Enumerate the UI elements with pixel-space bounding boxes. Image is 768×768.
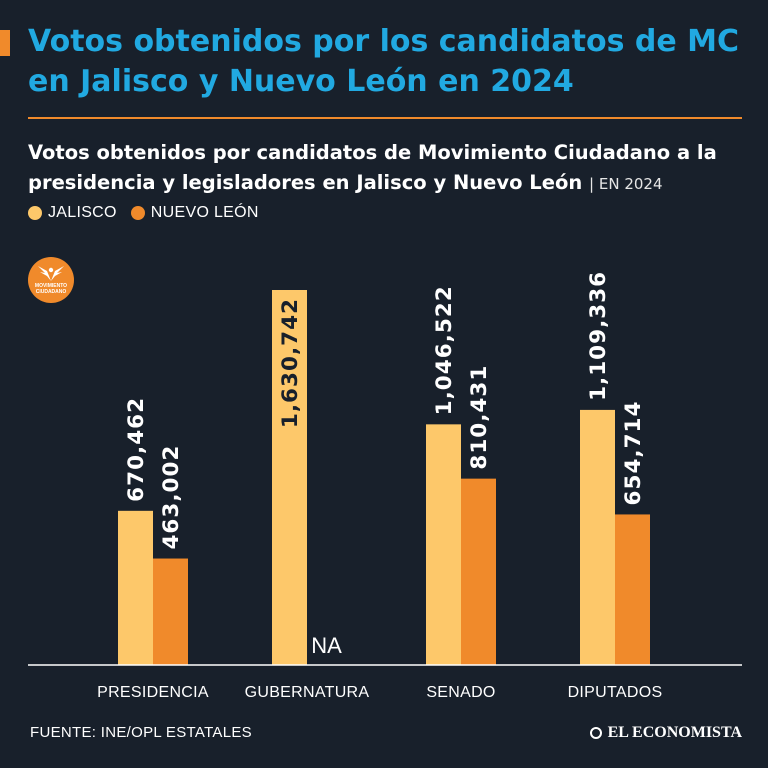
x-tick-label-diputados: DIPUTADOS bbox=[568, 684, 663, 701]
data-label-nuevo-leon-senado: 810,431 bbox=[467, 365, 492, 470]
legend-item-nuevo-leon: NUEVO LEÓN bbox=[130, 204, 259, 222]
bar-jalisco-presidencia bbox=[118, 510, 153, 665]
bar-jalisco-gubernatura bbox=[272, 290, 307, 665]
page-title: Votos obtenidos por los candidatos de MC… bbox=[28, 24, 740, 99]
legend-swatch-nuevo-leon bbox=[130, 206, 145, 220]
data-label-nuevo-leon-presidencia: 463,002 bbox=[159, 445, 184, 550]
legend-swatch-jalisco bbox=[28, 206, 42, 220]
title-divider bbox=[28, 117, 742, 119]
legend-label-jalisco: JALISCO bbox=[48, 204, 117, 221]
data-label-jalisco-presidencia: 670,462 bbox=[124, 397, 149, 502]
brand-mark-icon bbox=[589, 727, 602, 739]
eagle-icon bbox=[38, 266, 64, 281]
chart-year-note: | EN 2024 bbox=[589, 175, 663, 193]
legend-label-nuevo-leon: NUEVO LEÓN bbox=[150, 204, 259, 221]
bar-nuevo-leon-presidencia bbox=[153, 558, 188, 665]
logo-text: MOVIMIENTO CIUDADANO bbox=[28, 283, 74, 295]
chart-subtitle: Votos obtenidos por candidatos de Movimi… bbox=[28, 138, 753, 199]
data-label-jalisco-diputados: 1,109,336 bbox=[586, 271, 611, 401]
chart-title: Votos obtenidos por candidatos de Movimi… bbox=[28, 141, 717, 194]
data-label-nuevo-leon-gubernatura: NA bbox=[311, 633, 342, 658]
legend: JALISCO NUEVO LEÓN bbox=[28, 204, 273, 222]
brand-name: EL ECONOMISTA bbox=[607, 724, 742, 741]
logo-text-line1: MOVIMIENTO bbox=[34, 283, 68, 289]
legend-item-jalisco: JALISCO bbox=[28, 204, 117, 222]
data-label-nuevo-leon-diputados: 654,714 bbox=[621, 401, 646, 506]
data-label-jalisco-senado: 1,046,522 bbox=[432, 285, 457, 415]
data-label-jalisco-gubernatura: 1,630,742 bbox=[278, 298, 303, 428]
x-tick-label-gubernatura: GUBERNATURA bbox=[245, 684, 370, 701]
logo-text-line2: CIUDADANO bbox=[35, 289, 67, 295]
source-note: FUENTE: INE/OPL ESTATALES bbox=[30, 724, 252, 741]
x-tick-label-presidencia: PRESIDENCIA bbox=[97, 684, 209, 701]
bar-nuevo-leon-diputados bbox=[615, 514, 650, 665]
bar-nuevo-leon-senado bbox=[461, 478, 496, 665]
brand-logo: EL ECONOMISTA bbox=[589, 724, 742, 742]
x-tick-label-senado: SENADO bbox=[426, 684, 495, 701]
bar-jalisco-diputados bbox=[580, 409, 615, 665]
movimiento-ciudadano-logo: MOVIMIENTO CIUDADANO bbox=[28, 257, 74, 303]
bar-jalisco-senado bbox=[426, 424, 461, 665]
title-accent-bar bbox=[0, 30, 10, 56]
